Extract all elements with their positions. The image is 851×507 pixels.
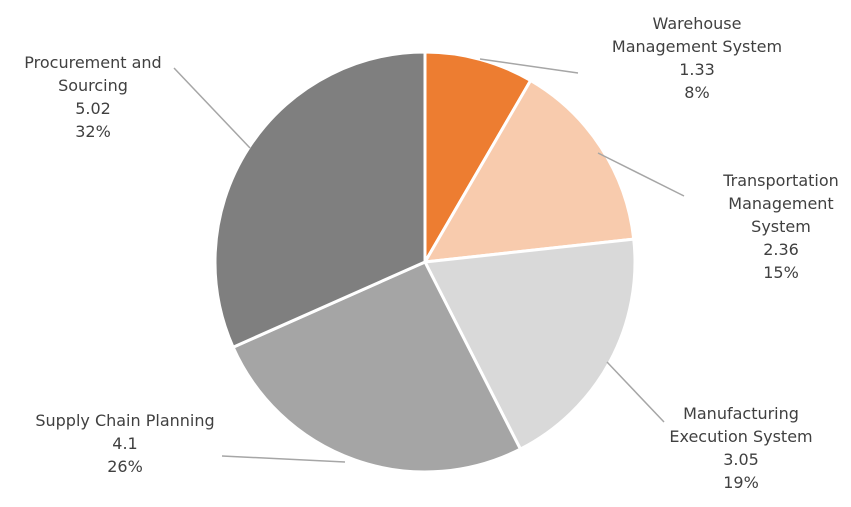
data-label-4-category-line: Procurement and	[24, 53, 161, 72]
data-label-1-category-line: System	[751, 217, 811, 236]
pie-slice-1	[423, 78, 636, 264]
data-label-4: Procurement and Sourcing 5.02 32%	[24, 53, 161, 141]
data-label-1-percent: 15%	[763, 263, 799, 282]
data-labels-layer: Warehouse Management System 1.33 8% Transpor…	[24, 14, 838, 492]
data-label-2-category-line: Manufacturing	[683, 404, 799, 423]
leader-line-1	[597, 152, 685, 197]
slices-layer	[213, 50, 637, 474]
leader-line-2	[606, 361, 665, 423]
leader-line-4	[173, 67, 251, 149]
data-label-3-percent: 26%	[107, 457, 143, 476]
pie-slice-0	[423, 50, 533, 264]
leader-line-3	[221, 455, 346, 463]
data-label-0: Warehouse Management System 1.33 8%	[612, 14, 782, 102]
data-label-0-value: 1.33	[679, 60, 715, 79]
data-label-4-value: 5.02	[75, 99, 111, 118]
data-label-3-value: 4.1	[112, 434, 137, 453]
data-label-1-category-line: Management	[728, 194, 833, 213]
data-label-3: Supply Chain Planning 4.1 26%	[35, 411, 214, 476]
data-label-1-value: 2.36	[763, 240, 799, 259]
pie-slice-2	[423, 237, 637, 451]
data-label-2: Manufacturing Execution System 3.05 19%	[669, 404, 812, 492]
data-label-2-category-line: Execution System	[669, 427, 812, 446]
data-label-3-category-line: Supply Chain Planning	[35, 411, 214, 430]
data-label-4-category-line: Sourcing	[58, 76, 128, 95]
data-label-2-value: 3.05	[723, 450, 759, 469]
data-label-2-percent: 19%	[723, 473, 759, 492]
data-label-1-category-line: Transportation	[722, 171, 839, 190]
data-label-1: Transportation Management System 2.36 15%	[722, 171, 839, 282]
pie-slice-3	[231, 260, 522, 474]
data-label-0-category-line: Warehouse	[653, 14, 742, 33]
data-label-0-category-line: Management System	[612, 37, 782, 56]
leader-line-0	[479, 58, 579, 74]
leader-lines-layer	[173, 58, 685, 463]
data-label-0-percent: 8%	[684, 83, 709, 102]
data-label-4-percent: 32%	[75, 122, 111, 141]
